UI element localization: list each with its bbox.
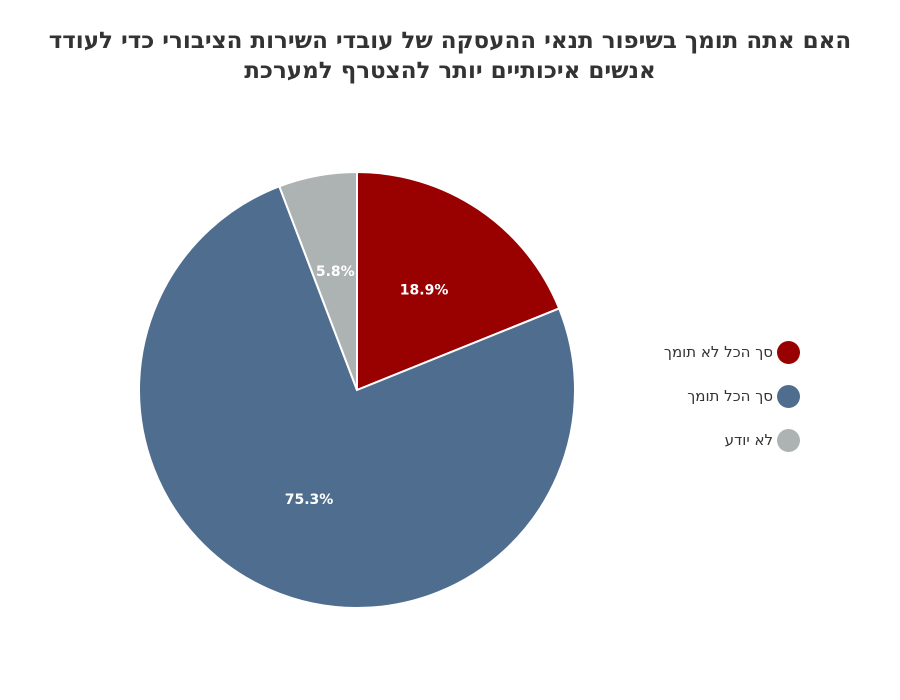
pie-slice-1[interactable] — [356, 170, 561, 392]
pie-data-labels: 18.9% 75.3% 5.8% — [285, 264, 449, 508]
pie-slice-3[interactable] — [278, 170, 358, 391]
chart-legend: סך הכל לא תומך סך הכל תומך לא יודע — [600, 330, 800, 462]
legend-item-3[interactable]: לא יודע — [600, 418, 800, 462]
pie-data-label-2: 75.3% — [285, 492, 334, 508]
chart-title: האם אתה תומך בשיפור תנאי ההעסקה של עובדי… — [48, 28, 852, 84]
legend-item-2[interactable]: סך הכל תומך — [600, 374, 800, 418]
legend-label: לא יודע — [724, 431, 773, 449]
pie-data-label-1: 18.9% — [400, 283, 449, 299]
legend-swatch-icon — [777, 340, 800, 364]
legend-label: סך הכל תומך — [687, 387, 773, 405]
pie-data-label-3: 5.8% — [316, 264, 355, 280]
pie-slice-2[interactable] — [138, 185, 576, 609]
pie-slices — [138, 170, 576, 609]
legend-swatch-icon — [777, 384, 800, 408]
legend-item-1[interactable]: סך הכל לא תומך — [600, 330, 800, 374]
legend-label: סך הכל לא תומך — [663, 343, 773, 361]
legend-swatch-icon — [777, 428, 800, 452]
